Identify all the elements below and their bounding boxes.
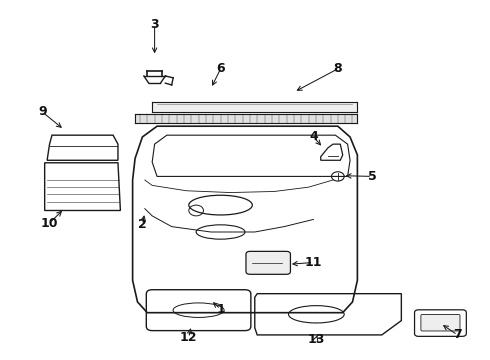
Text: 12: 12: [180, 331, 197, 344]
Text: 2: 2: [138, 218, 147, 231]
Text: 11: 11: [305, 256, 322, 269]
Text: 10: 10: [41, 216, 58, 230]
Text: 1: 1: [216, 303, 225, 316]
Text: 4: 4: [309, 130, 318, 144]
Text: 8: 8: [334, 62, 342, 75]
Text: 6: 6: [216, 62, 225, 75]
FancyBboxPatch shape: [421, 315, 460, 331]
Text: 9: 9: [38, 105, 47, 118]
Text: 3: 3: [150, 18, 159, 31]
Text: 13: 13: [307, 333, 324, 346]
Text: 5: 5: [368, 170, 376, 183]
FancyBboxPatch shape: [246, 251, 291, 274]
Text: 7: 7: [453, 328, 462, 341]
